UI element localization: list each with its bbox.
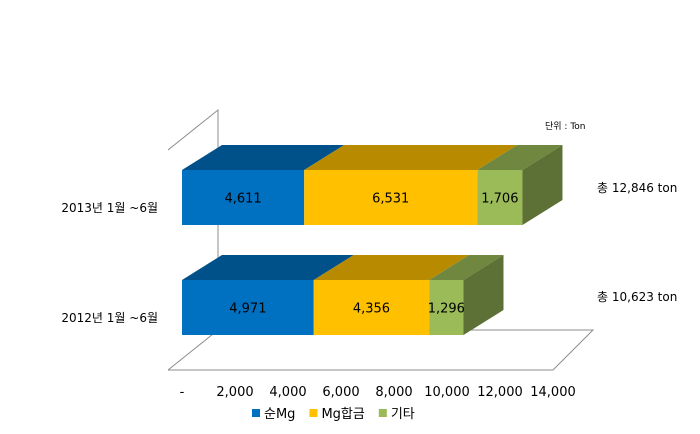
total-labels: 총 12,846 ton 총 10,623 ton — [597, 181, 677, 304]
legend: 순Mg Mg합금 기타 — [252, 407, 415, 422]
x-tick-label: 12,000 — [477, 385, 523, 400]
category-label: 2013년 1월 ~6월 — [61, 201, 158, 215]
data-label: 4,971 — [229, 302, 266, 317]
x-tick-label: 2,000 — [216, 385, 253, 400]
x-tick-label: 8,000 — [375, 385, 412, 400]
x-tick-label: 14,000 — [530, 385, 576, 400]
data-label: 4,611 — [224, 192, 261, 207]
bar-segment: 4,971 — [182, 255, 354, 335]
bar-front-face — [313, 280, 430, 335]
x-tick-label: 10,000 — [424, 385, 470, 400]
x-axis-ticks: - 2,000 4,000 6,000 8,000 10,000 12,000 14,000 — [180, 385, 576, 400]
legend-label: Mg합금 — [321, 407, 364, 422]
legend-swatch — [252, 409, 260, 417]
bar-side-face — [522, 145, 563, 225]
data-label: 6,531 — [372, 192, 409, 207]
bar-top-face — [182, 145, 345, 170]
bar-segment: 6,531 — [304, 145, 518, 225]
bar-front-face — [182, 280, 314, 335]
legend-item: Mg합금 — [309, 407, 365, 422]
data-label: 1,296 — [428, 302, 465, 317]
legend-label: 순Mg — [264, 407, 295, 422]
bar-front-face — [182, 170, 305, 225]
bar-top-face — [313, 255, 470, 280]
bar-side-face — [463, 255, 504, 335]
bar-segment: 1,706 — [477, 145, 563, 225]
total-label: 총 12,846 ton — [597, 181, 677, 195]
bar-segment: 4,356 — [313, 255, 470, 335]
bar-top-face — [477, 145, 563, 170]
bar-segment: 1,296 — [428, 255, 504, 335]
bar-top-face — [429, 255, 504, 280]
legend-item: 순Mg — [252, 407, 295, 422]
x-tick-label: 4,000 — [269, 385, 306, 400]
bar-front-face — [304, 170, 478, 225]
bar-top-face — [304, 145, 518, 170]
data-label: 4,356 — [353, 302, 390, 317]
data-label: 1,706 — [481, 192, 518, 207]
bar-front-face — [477, 170, 523, 225]
category-label: 2012년 1월 ~6월 — [61, 311, 158, 325]
bar-top-face — [182, 255, 354, 280]
bar-segment: 4,611 — [182, 145, 345, 225]
legend-item: 기타 — [378, 407, 415, 422]
floor — [168, 329, 595, 371]
x-tick-label: - — [180, 385, 185, 400]
legend-swatch — [378, 409, 387, 417]
category-labels: 2013년 1월 ~6월 2012년 1월 ~6월 — [61, 201, 158, 325]
bar-group: 4,611 6,531 1,706 4,971 4,356 1,296 — [182, 145, 563, 335]
unit-note: 단위 : Ton — [545, 121, 586, 132]
legend-label: 기타 — [391, 407, 415, 422]
x-tick-label: 6,000 — [322, 385, 359, 400]
total-label: 총 10,623 ton — [597, 290, 677, 304]
legend-swatch — [309, 409, 318, 417]
bar-front-face — [429, 280, 464, 335]
